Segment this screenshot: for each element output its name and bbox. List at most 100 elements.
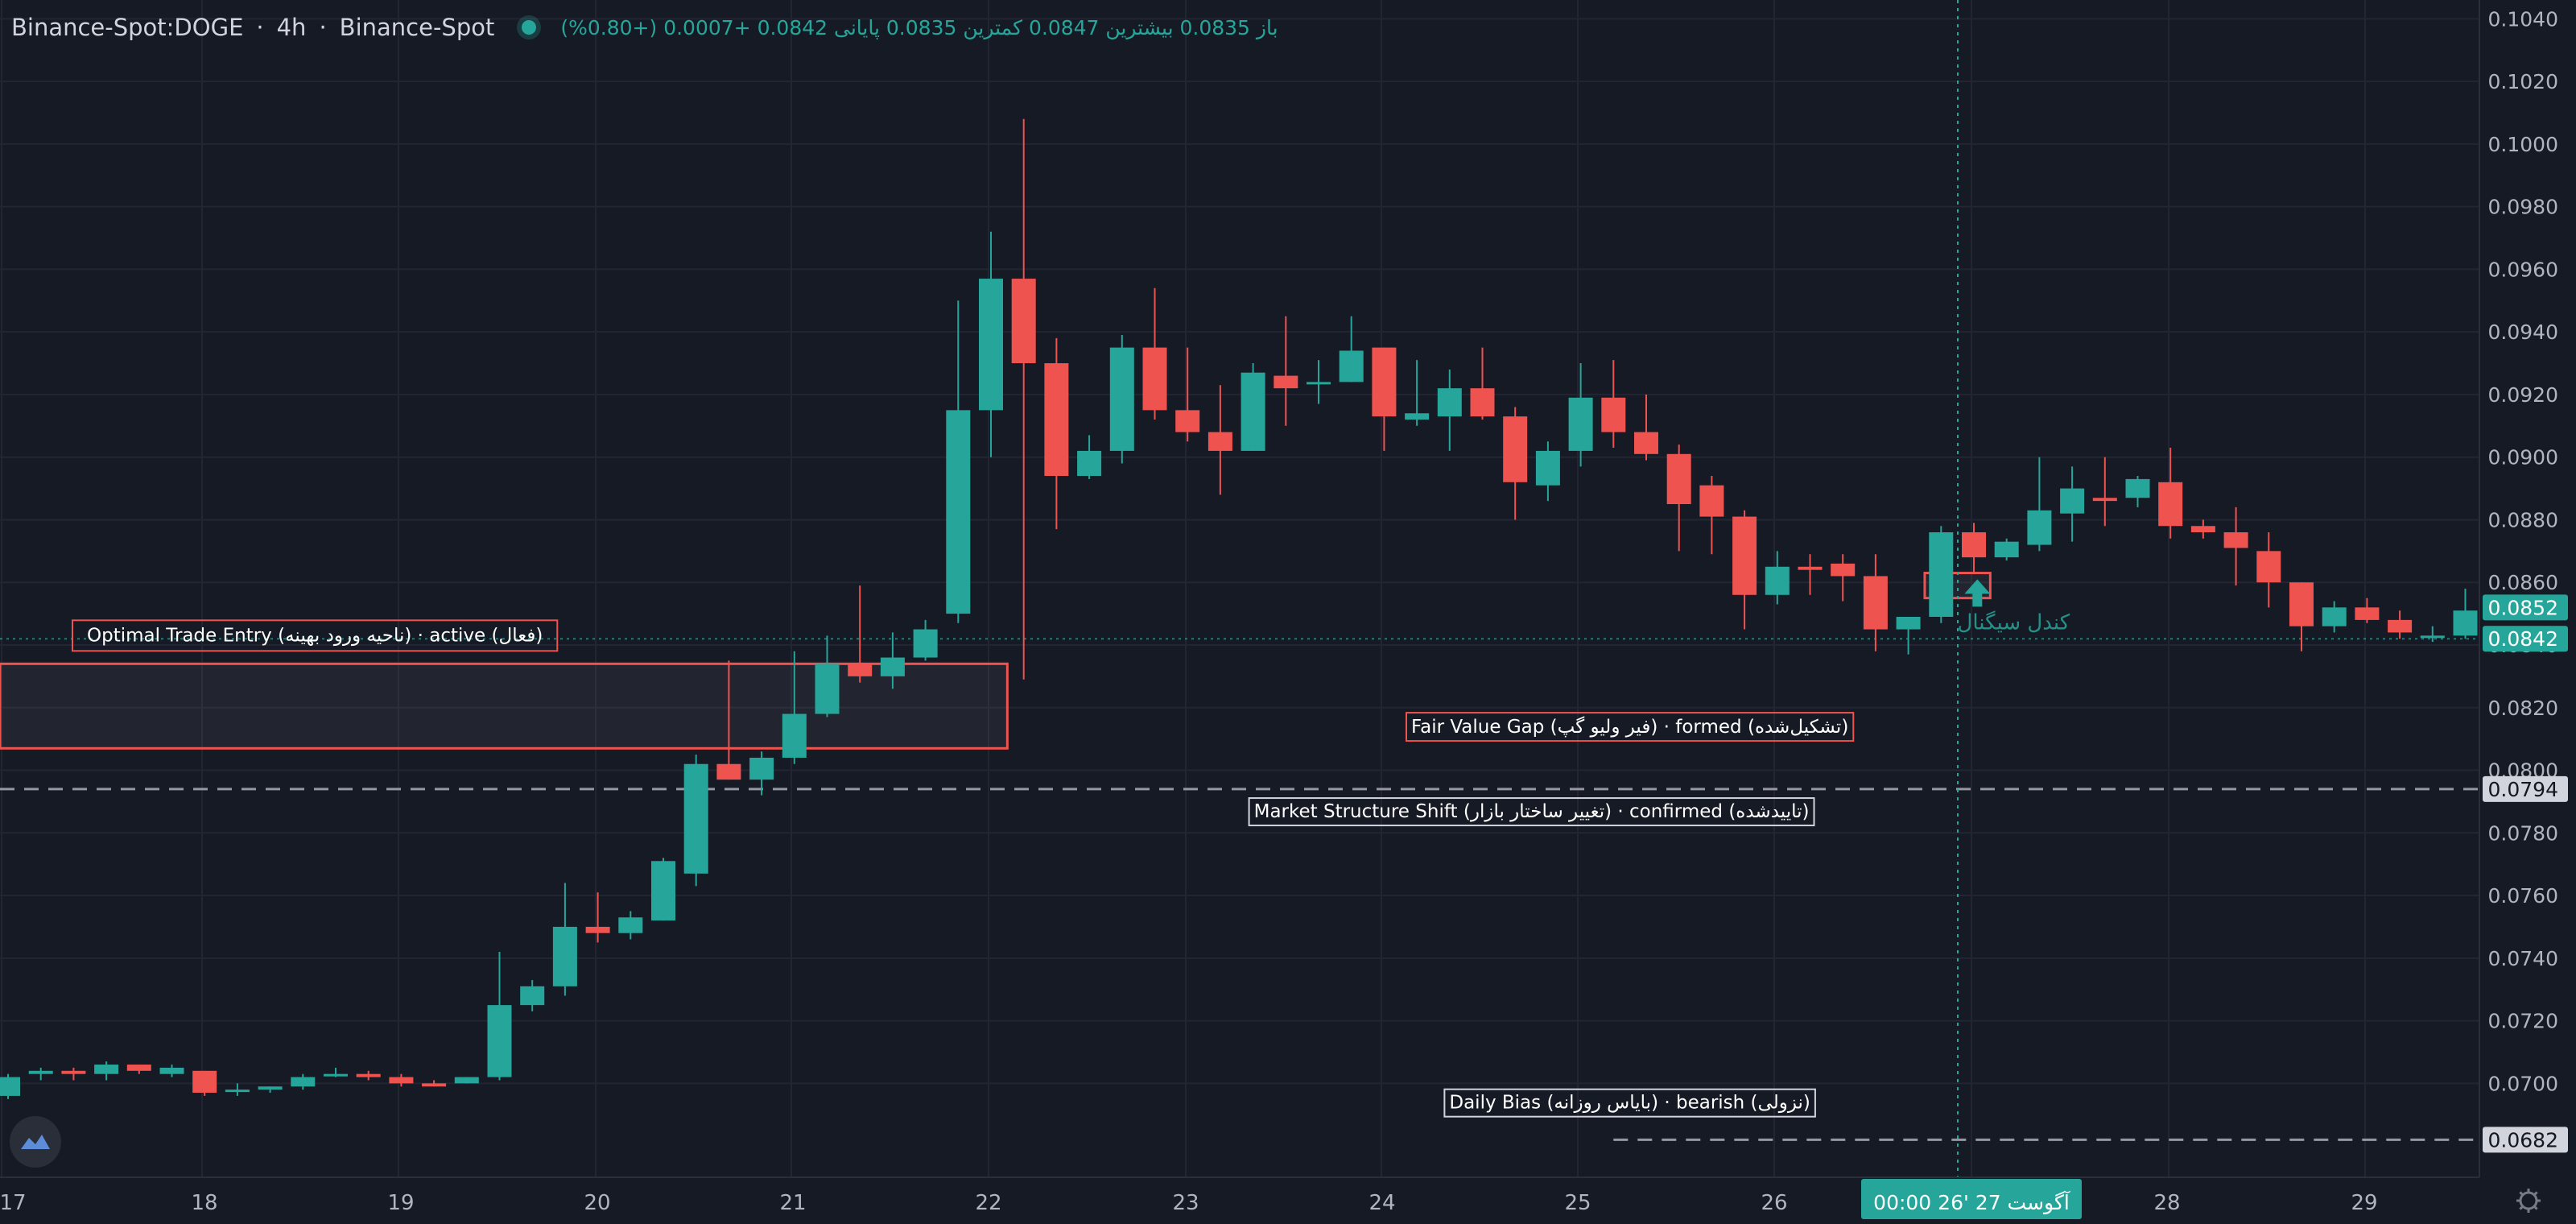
candle-body [454,1077,479,1084]
logo-icon [21,1135,50,1149]
time-tick-label: 25 [1564,1191,1591,1215]
candle-body [225,1090,250,1093]
candle [28,1067,53,1081]
symbol-label[interactable]: Binance-Spot:DOGE [11,14,244,41]
candle-body [2355,607,2380,620]
candle [0,1073,20,1099]
candle [94,1061,119,1081]
time-tick-label: 21 [779,1191,806,1215]
candle-body [28,1070,53,1074]
ohlc-values: باز 0.0835 بیشترین 0.0847 کمترین 0.0835 … [560,15,1278,39]
candle-body [1765,566,1790,595]
candle-body [1798,566,1823,570]
candle [1372,347,1397,451]
candle [1994,538,2019,561]
tradingview-logo[interactable] [10,1116,61,1168]
time-tick-label: 23 [1172,1191,1199,1215]
candle [1011,118,1036,680]
price-tag-label: 0.0842 [2488,627,2558,651]
candle-body [552,926,577,986]
price-tick-label: 0.0760 [2488,884,2558,908]
price-tick-label: 0.0940 [2488,320,2558,344]
candle [2125,476,2150,507]
grid [0,0,2479,1177]
time-tick-label: 17 [0,1191,27,1215]
price-tag [2483,775,2568,802]
candle [2388,610,2413,639]
candle-body [1896,616,1921,630]
candle [1929,526,1954,623]
candle [1339,316,1364,382]
candle-body [1994,541,2019,558]
candle [1732,510,1757,630]
candle [1405,360,1430,426]
candle [1274,316,1298,426]
price-levels [0,638,2479,1141]
candle [258,1086,283,1094]
price-tag-label: 0.0682 [2488,1128,2558,1152]
price-tick-label: 0.0780 [2488,821,2558,845]
candle-body [2158,482,2183,527]
candle [1831,554,1856,602]
time-axis[interactable]: 17 18 19 20 21 22 23 24 25 26 28 29 00:00 26' آگوست … [0,1176,2576,1224]
candle-body [2060,488,2085,514]
annotation-box [1248,797,1815,827]
candle [815,635,840,717]
candle [1077,435,1102,479]
candle [2190,519,2215,539]
time-tick-label: 18 [191,1191,217,1215]
zone-box [0,662,1009,750]
candle-body [618,917,643,933]
candle-body [1241,372,1265,451]
candle [61,1067,86,1081]
candle-body [61,1070,86,1074]
exchange-label: Binance-Spot [339,14,495,41]
candle-body [2289,582,2314,626]
candle-body [1077,450,1102,477]
candle [1765,551,1790,605]
gear-tooth [2519,1205,2524,1210]
candle-body [1437,388,1462,417]
candle-body [1831,563,1856,577]
candle-body [848,664,873,676]
candle-body [1208,432,1232,451]
candle [716,660,741,780]
price-axis[interactable]: 0.07000.07200.07400.07600.07800.08000.08… [2479,0,2576,1224]
price-tick-label: 0.0960 [2488,258,2558,281]
candle [1503,407,1528,520]
candle-body [683,763,708,874]
candle [1142,287,1167,420]
candle [2322,601,2347,633]
price-tick-label: 0.0880 [2488,508,2558,531]
candle-body [2322,607,2347,626]
candle-body [716,763,741,780]
candle [454,1077,479,1084]
candle [1109,335,1134,464]
separator: · [256,14,264,41]
candle-body [749,757,774,780]
candle-body [1339,350,1364,382]
candle [2223,507,2248,586]
candle-body [1929,532,1954,617]
candle-body [1405,413,1430,420]
candle-body [2125,478,2150,498]
candle [1535,441,1560,502]
price-tick-label: 0.1040 [2488,7,2558,31]
candle-body [324,1073,348,1077]
time-tick-label: 29 [2351,1191,2377,1215]
interval-label[interactable]: 4h [276,14,307,41]
candle-body [585,926,610,933]
candle-body [258,1086,283,1090]
time-tick-label: 24 [1368,1191,1395,1215]
price-tick-label: 0.0720 [2488,1010,2558,1033]
price-tick-label: 0.1000 [2488,133,2558,156]
candle [126,1065,151,1074]
candle-body [651,861,675,921]
candle-body [2453,610,2478,636]
signal-arrow-icon [1964,579,1991,607]
candle [585,892,610,943]
candle-body [422,1083,447,1087]
candle [1208,385,1232,495]
settings-gear-icon[interactable] [2516,1189,2541,1213]
